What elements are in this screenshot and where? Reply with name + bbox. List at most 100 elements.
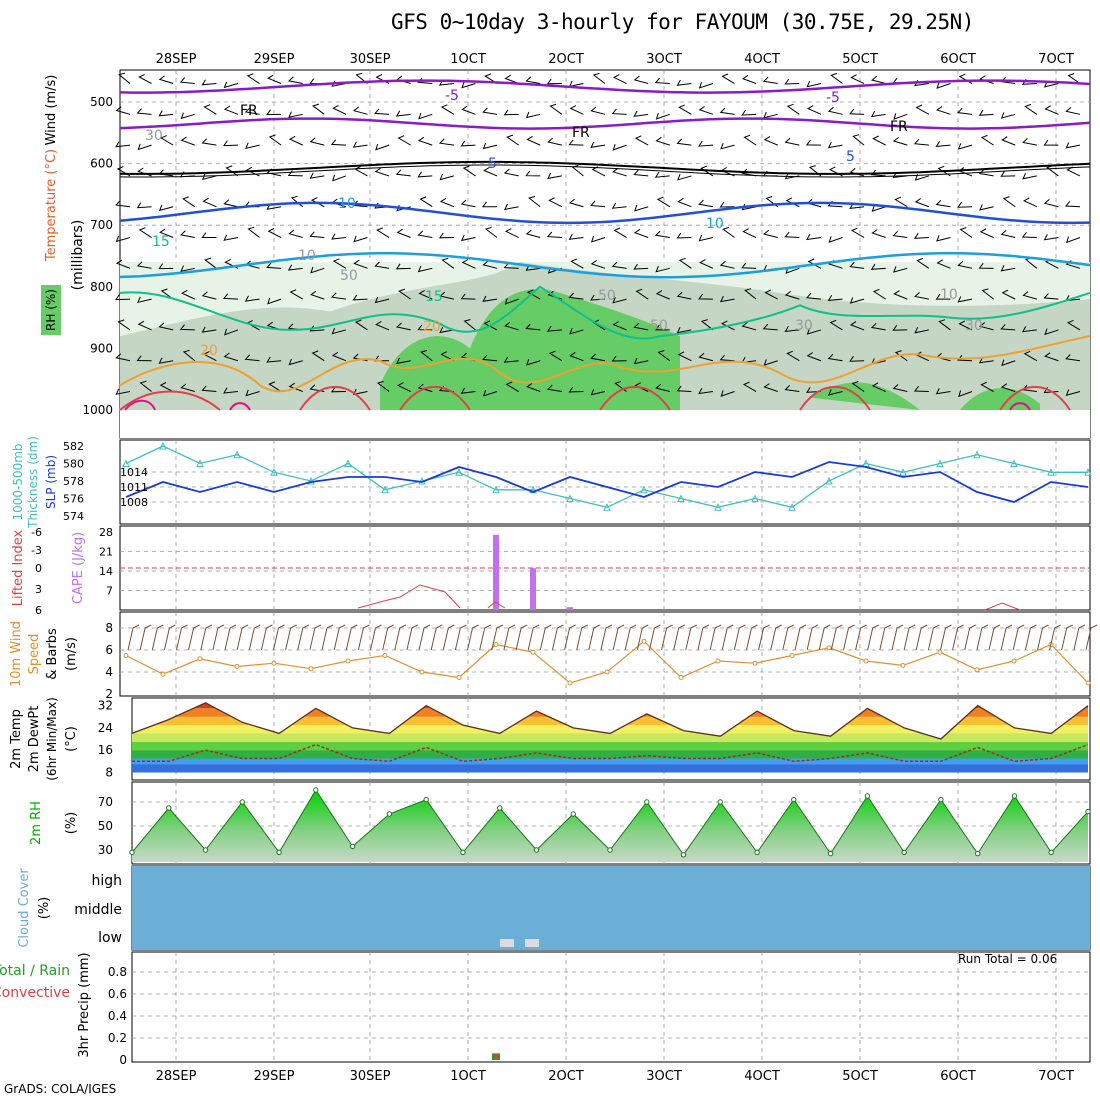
wind-barb [592,72,606,84]
wind-barb [849,261,865,269]
panel-label: 2m Temp [9,709,24,769]
wind-barb [312,103,325,115]
wind-barb [1065,389,1081,396]
rh2m-point [166,805,172,811]
wind-barb [222,293,238,300]
contour-label: 10 [298,248,316,264]
wind-barb [978,357,994,364]
wind-barb [678,257,692,269]
panel-label: Temperature (°C) [44,149,59,262]
wind-barb [244,107,260,115]
axis-tick-label: 0.6 [108,987,127,1001]
wind-barb [633,169,649,177]
date-label-bottom: 29SEP [254,1069,295,1084]
wind-barb [1021,231,1037,239]
wind-barb [525,229,541,239]
date-label-top: 28SEP [156,52,197,67]
wind-barb [115,235,131,243]
wind10-point [419,669,425,675]
wind-barb [1001,289,1016,300]
wind10-barb [782,624,795,651]
wind-barb [590,236,606,243]
wind-barb [698,235,714,242]
wind-barb [463,319,476,331]
rh2m-point [497,805,503,811]
wind-barb [352,294,368,301]
wind-barb [914,292,929,300]
wind10-barb [636,624,649,651]
wind-barb [852,134,865,146]
wind-barb [482,260,498,269]
wind10-barb [903,624,916,651]
date-label-bottom: 30SEP [350,1069,391,1084]
wind-barb [743,134,757,146]
wind-barb [115,388,131,395]
wind-barb [568,198,584,208]
wind10-barb [927,624,940,651]
wind-barb [525,323,541,331]
wind-barb [115,353,131,362]
wind-barb [806,233,821,241]
axis-tick-label: 7 [106,585,113,598]
wind-barb [1046,165,1059,177]
wind-barb [720,143,735,150]
wind10-barb [527,624,540,651]
wind-barb [376,380,390,392]
wind-barb [180,383,195,393]
wind-barb [182,349,196,362]
thickness-point [788,503,796,511]
wind-barb [1044,352,1059,362]
wind-barb [612,297,627,304]
wind-barb [914,327,929,334]
wind-barb [590,389,606,396]
wind-barb [786,350,800,362]
wind-barb [460,387,476,394]
panel-frame-precip [131,951,1091,1063]
wind-barb [786,103,800,115]
axis-tick-label: 28 [99,526,113,539]
temp-band [132,708,1088,717]
wind10-point [826,645,832,651]
contour-label: 5 [488,156,497,172]
wind-barb [570,258,584,269]
panel-label: SLP (mb) [44,455,58,509]
wind-barb [482,201,498,208]
wind-barb [676,79,692,86]
thickness-point [899,468,907,476]
date-label-bottom: 4OCT [744,1069,780,1084]
wind-barb [655,265,670,273]
wind-barb [870,169,886,177]
axis-tick-label: 1000 [82,403,113,417]
wind10-barb [406,624,419,651]
wind-barb [784,231,800,239]
contour-label: 50 [650,318,668,334]
rh2m-point [129,849,135,856]
wind-barb [460,199,476,208]
axis-tick-label: 3 [35,583,42,596]
date-label-top: 3OCT [646,52,682,67]
contour-minus5-upper [119,79,1091,94]
wind-barb [1023,350,1038,362]
wind-barb [849,321,865,331]
wind10-barb [212,624,225,651]
wind-barb [332,104,347,115]
wind-barb [612,74,627,84]
wind-barb [936,106,951,115]
wind-barb [1001,136,1016,146]
wind-barb [118,72,131,84]
wind-barb [849,108,865,115]
temp-band [132,741,1088,751]
wind10-barb [673,624,685,651]
wind10-barb [843,624,855,651]
wind-barb [310,290,325,300]
contour-label: 15 [425,289,443,305]
axis-tick-label: 14 [99,565,113,578]
wind-barb [525,170,541,177]
wind-barb [201,138,217,146]
wind-barb [439,173,454,181]
wind10-barb [1012,624,1025,651]
wind-barb [180,136,195,146]
wind-barb [288,358,303,366]
wind-barb [115,259,131,269]
wind-barb [287,76,303,85]
